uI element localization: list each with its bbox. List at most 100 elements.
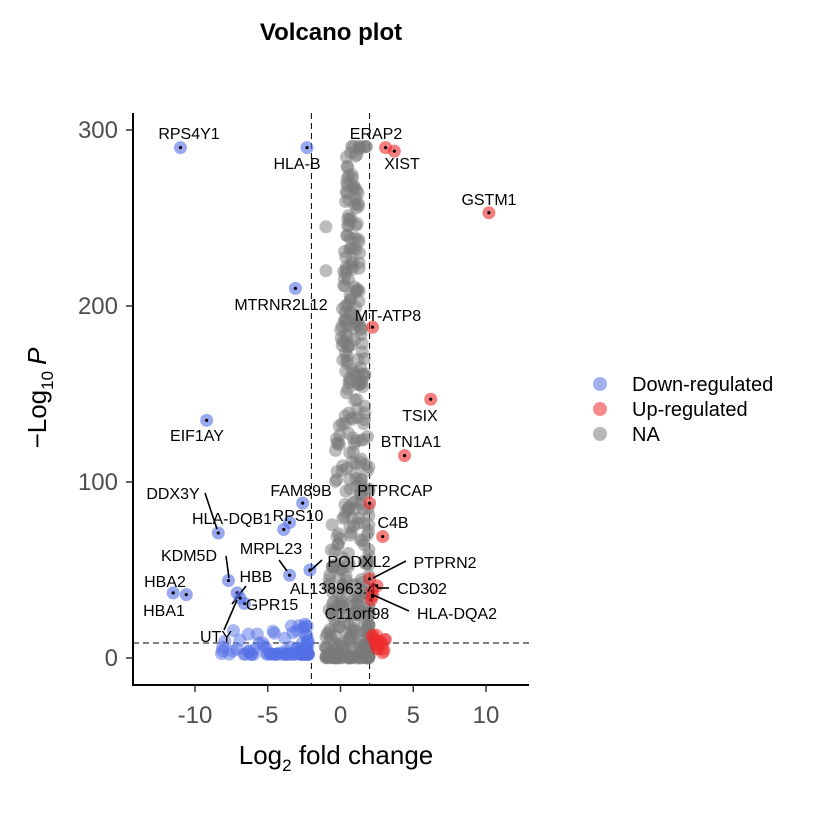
down-point bbox=[284, 619, 298, 633]
na-point bbox=[349, 457, 363, 471]
down-point bbox=[226, 624, 240, 638]
na-point bbox=[352, 199, 366, 213]
gene-label: DDX3Y bbox=[146, 486, 200, 503]
gene-label: XIST bbox=[384, 156, 420, 173]
point-anchor bbox=[402, 454, 407, 458]
x-axis-title: Log2 fold change bbox=[239, 740, 434, 775]
x-tick-label: -10 bbox=[178, 702, 213, 729]
na-point bbox=[334, 593, 348, 607]
label-connector bbox=[204, 492, 218, 530]
na-point bbox=[325, 518, 339, 532]
gene-label: UTY bbox=[200, 629, 232, 646]
point-anchor bbox=[392, 149, 396, 153]
na-point bbox=[341, 160, 355, 174]
y-tick-label: 300 bbox=[78, 117, 118, 144]
na-point bbox=[352, 235, 366, 249]
point-anchor bbox=[429, 397, 433, 401]
gene-label: EIF1AY bbox=[170, 428, 224, 445]
na-point bbox=[343, 372, 357, 386]
gene-label: MTRNR2L12 bbox=[234, 297, 327, 314]
na-point bbox=[362, 508, 376, 522]
na-point bbox=[340, 229, 354, 243]
y-tick-label: 100 bbox=[78, 469, 118, 496]
x-tick-label: 0 bbox=[334, 702, 347, 729]
plot-area: RPS4Y1 HLA-B ERAP2 XIST GSTM1 MTRNR2L12 MT-ATP… bbox=[133, 113, 529, 685]
chart-title: Volcano plot bbox=[260, 19, 402, 46]
label-connector bbox=[372, 560, 407, 579]
y-ticks: 0 100 200 300 bbox=[78, 117, 133, 672]
gene-label: HBB bbox=[240, 569, 273, 586]
gene-label: GPR15 bbox=[246, 597, 299, 614]
na-point bbox=[340, 176, 354, 190]
label-connector bbox=[225, 555, 230, 579]
na-point bbox=[339, 386, 353, 400]
label-connector bbox=[278, 559, 288, 572]
na-point bbox=[352, 261, 366, 275]
gene-labels: RPS4Y1 HLA-B ERAP2 XIST GSTM1 MTRNR2L12 MT-ATP… bbox=[143, 126, 517, 646]
x-tick-label: 5 bbox=[407, 702, 420, 729]
down-point bbox=[299, 628, 313, 642]
gene-label: HLA-DQB1 bbox=[192, 511, 272, 528]
legend-key-down bbox=[593, 377, 607, 391]
point-anchor bbox=[487, 211, 491, 215]
legend-label: NA bbox=[632, 424, 660, 446]
label-connector bbox=[370, 593, 410, 612]
na-point bbox=[328, 474, 342, 488]
x-tick-label: 10 bbox=[473, 702, 500, 729]
point-anchor bbox=[293, 286, 297, 290]
x-ticks: -10 -5 0 5 10 bbox=[178, 685, 500, 729]
na-point bbox=[340, 329, 354, 343]
na-point bbox=[357, 554, 371, 568]
legend-label: Down-regulated bbox=[632, 374, 773, 396]
down-point bbox=[266, 624, 280, 638]
na-point bbox=[362, 606, 376, 620]
na-point bbox=[341, 273, 355, 287]
na-point bbox=[328, 618, 342, 632]
point-anchor bbox=[384, 146, 388, 150]
na-point bbox=[349, 218, 363, 232]
cutoff-lines bbox=[133, 113, 529, 685]
point-anchor bbox=[216, 531, 220, 535]
down-point bbox=[242, 645, 256, 659]
na-points bbox=[318, 139, 376, 665]
point-anchor bbox=[226, 578, 231, 583]
na-point bbox=[354, 374, 368, 388]
gene-label: RPS4Y1 bbox=[158, 126, 219, 143]
label-connector bbox=[308, 559, 323, 573]
gene-label: MRPL23 bbox=[240, 541, 302, 558]
gene-label: HBA2 bbox=[144, 574, 186, 591]
y-tick-label: 200 bbox=[78, 293, 118, 320]
legend-key-up bbox=[593, 402, 607, 416]
point-anchor bbox=[287, 573, 292, 577]
na-point bbox=[322, 572, 336, 586]
na-point bbox=[354, 328, 368, 342]
point-anchor bbox=[184, 593, 188, 597]
na-point bbox=[360, 429, 374, 443]
na-point bbox=[351, 186, 365, 200]
na-point bbox=[361, 616, 375, 630]
gene-label: HLA-DQA2 bbox=[417, 606, 497, 623]
down-point bbox=[269, 647, 283, 661]
na-point bbox=[324, 630, 338, 644]
gene-label: BTN1A1 bbox=[381, 434, 442, 451]
na-point bbox=[355, 534, 369, 548]
gene-label: MT-ATP8 bbox=[355, 308, 421, 325]
down-point bbox=[215, 644, 229, 658]
point-anchor bbox=[238, 596, 242, 600]
na-point bbox=[325, 608, 339, 622]
gene-label: AL138963.4 bbox=[290, 581, 376, 598]
point-anchor bbox=[370, 325, 375, 329]
na-point bbox=[349, 285, 363, 299]
label-connector bbox=[223, 599, 238, 631]
down-points bbox=[214, 617, 315, 661]
y-tick-label: 0 bbox=[105, 645, 118, 672]
na-point bbox=[362, 484, 376, 498]
legend-key-na bbox=[593, 427, 607, 441]
gene-label: RPS10 bbox=[273, 508, 324, 525]
na-point bbox=[319, 220, 333, 234]
na-point bbox=[360, 464, 374, 478]
down-point bbox=[298, 617, 312, 631]
na-point bbox=[345, 641, 359, 655]
gene-label: CD302 bbox=[397, 581, 447, 598]
